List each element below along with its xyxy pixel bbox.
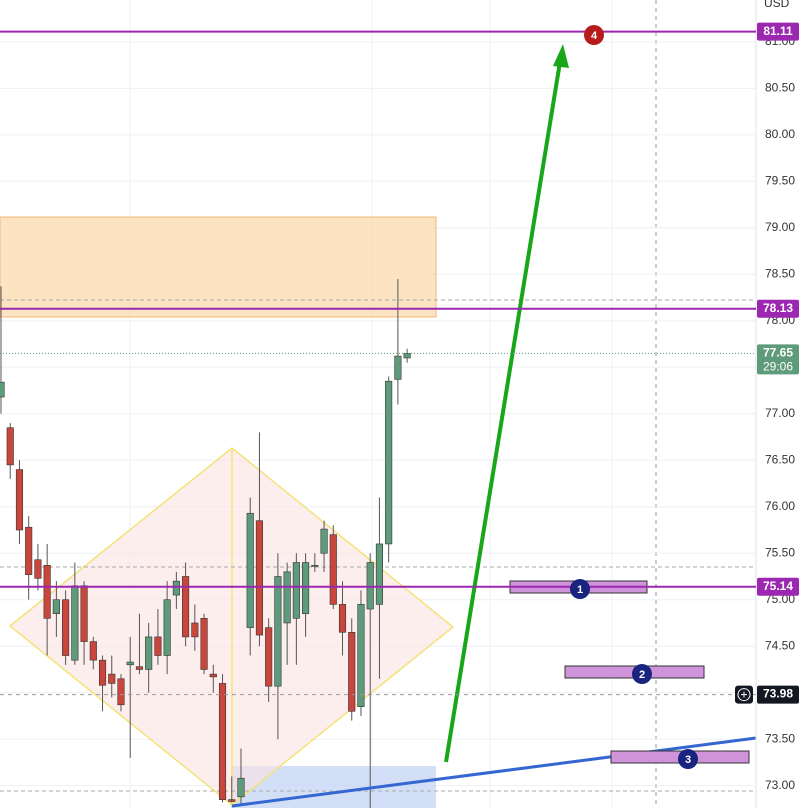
price-tag-label: 75.14 xyxy=(763,579,793,593)
drawings xyxy=(231,44,757,808)
target-arrow xyxy=(444,61,562,763)
candle-body xyxy=(200,618,208,670)
marker xyxy=(584,25,604,45)
candle-body xyxy=(329,534,337,605)
marker xyxy=(678,749,698,769)
marker-label: 3 xyxy=(685,754,691,766)
candle-body xyxy=(237,777,245,798)
candle-body xyxy=(302,562,310,614)
marker-label: 2 xyxy=(639,669,645,681)
price-tag xyxy=(757,577,799,596)
candle-body xyxy=(348,631,356,712)
price-tag-label: 81.11 xyxy=(763,24,793,38)
candle-body xyxy=(338,604,347,633)
candle-body xyxy=(182,576,190,638)
candle-body xyxy=(117,678,125,706)
candle-body xyxy=(71,585,79,661)
candle-body xyxy=(43,565,51,619)
candle-body xyxy=(108,673,116,684)
candle-body xyxy=(126,661,134,666)
candle-body xyxy=(52,599,60,614)
candle-body xyxy=(0,381,5,398)
candle-body xyxy=(209,673,217,678)
last-price-tag xyxy=(757,344,799,375)
crosshair-label: 73.98 xyxy=(763,687,793,701)
candle-body xyxy=(172,580,180,596)
y-tick-label: 78.50 xyxy=(765,266,795,280)
arrow-head xyxy=(553,44,569,68)
candle-body xyxy=(154,636,162,656)
candle-body xyxy=(191,622,199,638)
candle-body xyxy=(80,585,88,642)
candle-body xyxy=(218,683,227,800)
candle-body xyxy=(375,543,383,605)
candle-body xyxy=(265,627,273,687)
price-tag xyxy=(757,22,799,41)
candle-body xyxy=(357,604,365,707)
candle-body xyxy=(145,636,153,670)
marker xyxy=(632,664,652,684)
marker-label: 1 xyxy=(577,584,583,596)
trend-line xyxy=(231,736,757,808)
price-tag xyxy=(757,299,799,318)
countdown: 29:06 xyxy=(763,359,793,373)
y-tick-label: 80.00 xyxy=(765,127,795,141)
candles xyxy=(0,278,411,808)
candle-body xyxy=(135,666,143,670)
y-tick-label: 76.50 xyxy=(765,452,795,466)
y-tick-label: 75.50 xyxy=(765,545,795,559)
y-tick-label: 79.00 xyxy=(765,220,795,234)
candle-body xyxy=(246,512,254,628)
crosshair-plus-sign xyxy=(741,691,747,698)
candle-body xyxy=(283,571,291,624)
crosshair-tag xyxy=(757,685,799,704)
candle-body xyxy=(98,659,107,686)
candle-body xyxy=(311,565,319,567)
y-tick-label: 80.50 xyxy=(765,81,795,95)
candle-body xyxy=(89,641,97,661)
candle-body xyxy=(255,520,263,636)
marker-label: 4 xyxy=(591,30,598,42)
candle-body xyxy=(34,559,42,579)
y-tick-label: 79.50 xyxy=(765,173,795,187)
candle-body xyxy=(385,380,393,545)
supply-zone xyxy=(0,216,437,318)
currency: USD xyxy=(764,0,790,10)
crosshair-plus xyxy=(737,688,751,702)
y-tick-label: 77.00 xyxy=(765,406,795,420)
candle-body xyxy=(6,427,14,466)
zones xyxy=(0,216,756,808)
candle-body xyxy=(403,353,411,359)
candle-body xyxy=(320,528,328,554)
candle-body xyxy=(163,599,171,656)
y-tick-label: 76.00 xyxy=(765,499,795,513)
candle-body xyxy=(15,469,24,531)
y-tick-label: 73.50 xyxy=(765,731,795,745)
candle-body xyxy=(25,526,33,575)
candle-body xyxy=(62,599,70,656)
y-tick-label: 73.00 xyxy=(765,778,795,792)
y-tick-label: 74.50 xyxy=(765,638,795,652)
candle-body xyxy=(274,576,282,687)
last-price-label: 77.65 xyxy=(763,345,793,359)
price-tag-label: 78.13 xyxy=(763,301,793,315)
marker xyxy=(570,579,590,599)
candle-body xyxy=(394,355,402,380)
candle-body xyxy=(228,799,236,802)
candle-body xyxy=(292,562,300,619)
